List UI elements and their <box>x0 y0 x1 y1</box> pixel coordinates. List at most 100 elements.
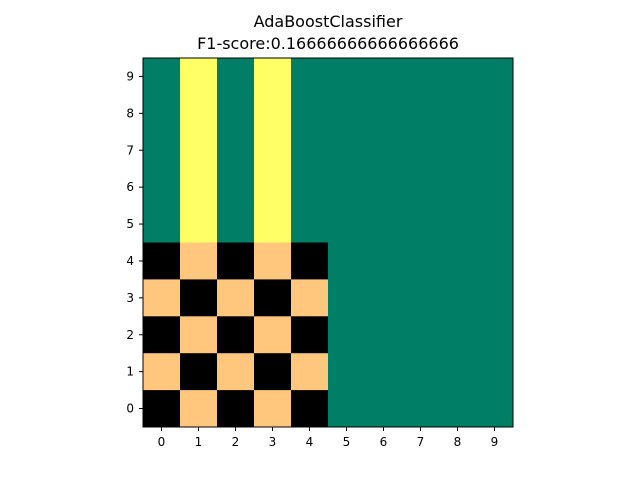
y-tick-label: 5 <box>126 217 134 231</box>
heatmap-cell <box>439 205 477 243</box>
heatmap-cell <box>143 279 181 317</box>
heatmap-cell <box>254 353 292 391</box>
heatmap-cell <box>217 353 255 391</box>
heatmap-cell <box>254 279 292 317</box>
plot-frame <box>142 57 514 428</box>
heatmap-cell <box>143 94 181 133</box>
heatmap-cell <box>365 242 403 280</box>
heatmap-cell <box>180 168 218 206</box>
y-tick-label: 2 <box>126 328 134 342</box>
heatmap-cell <box>365 168 403 206</box>
heatmap-cell <box>180 131 218 170</box>
heatmap-cell <box>328 205 366 243</box>
heatmap-cell <box>180 94 218 133</box>
heatmap-cell <box>365 316 403 354</box>
heatmap-cell <box>439 58 477 96</box>
heatmap-cell <box>291 58 329 96</box>
heatmap-cell <box>217 205 255 243</box>
heatmap-cell <box>143 242 181 280</box>
heatmap-cell <box>143 316 181 354</box>
heatmap-cell <box>217 316 255 354</box>
x-tick-label: 4 <box>306 435 314 449</box>
heatmap-cell <box>439 279 477 317</box>
x-tick-label: 6 <box>380 435 388 449</box>
heatmap-cell <box>328 242 366 280</box>
heatmap-cell <box>254 131 292 170</box>
heatmap-cell <box>254 205 292 243</box>
heatmap-cell <box>365 205 403 243</box>
heatmap-cell <box>402 390 440 428</box>
y-tick-label: 6 <box>126 180 134 194</box>
heatmap-cell <box>439 390 477 428</box>
y-tick-label: 9 <box>126 69 134 83</box>
heatmap-cell <box>291 168 329 206</box>
heatmap-cell <box>439 353 477 391</box>
heatmap-cell <box>143 205 181 243</box>
heatmap-cell <box>402 58 440 96</box>
heatmap-cell <box>439 168 477 206</box>
heatmap-cell <box>254 242 292 280</box>
heatmap-cell <box>439 131 477 170</box>
heatmap-cell <box>476 242 514 280</box>
heatmap-cell <box>476 58 514 96</box>
heatmap-cell <box>254 58 292 96</box>
heatmap-cell <box>180 316 218 354</box>
heatmap-cell <box>217 58 255 96</box>
heatmap-cell <box>180 390 218 428</box>
heatmap-cell <box>439 316 477 354</box>
heatmap-cell <box>439 94 477 133</box>
y-tick-label: 8 <box>126 106 134 120</box>
heatmap-cell <box>143 58 181 96</box>
heatmap-cell <box>180 353 218 391</box>
heatmap-cell <box>402 205 440 243</box>
heatmap-cell <box>180 279 218 317</box>
heatmap-cell <box>476 316 514 354</box>
heatmap-cell <box>291 279 329 317</box>
heatmap-cell <box>180 242 218 280</box>
x-tick-label: 2 <box>232 435 240 449</box>
heatmap-cell <box>402 279 440 317</box>
heatmap-cell <box>328 94 366 133</box>
heatmap-cell <box>180 205 218 243</box>
heatmap-cell <box>217 131 255 170</box>
y-tick-label: 1 <box>126 365 134 379</box>
heatmap-cell <box>254 94 292 133</box>
heatmap-cell <box>291 242 329 280</box>
heatmap-cell <box>365 131 403 170</box>
heatmap-cell <box>476 131 514 170</box>
heatmap-cell <box>254 168 292 206</box>
heatmap-cell <box>254 390 292 428</box>
heatmap-cell <box>291 316 329 354</box>
heatmap-cell <box>365 279 403 317</box>
heatmap-cell <box>143 353 181 391</box>
x-tick-label: 7 <box>417 435 425 449</box>
heatmap-cell <box>476 279 514 317</box>
x-tick-label: 0 <box>158 435 166 449</box>
chart-subtitle: F1-score:0.16666666666666666 <box>197 34 459 53</box>
heatmap-cell <box>328 131 366 170</box>
heatmap-cell <box>402 94 440 133</box>
y-axis: 0 1 2 3 4 5 6 7 8 9 <box>126 69 143 416</box>
heatmap-cell <box>402 168 440 206</box>
heatmap-cell <box>328 390 366 428</box>
heatmap-cell <box>291 205 329 243</box>
heatmap-cell <box>217 242 255 280</box>
y-tick-label: 3 <box>126 291 134 305</box>
x-tick-label: 9 <box>491 435 499 449</box>
x-tick-label: 3 <box>269 435 277 449</box>
heatmap-cell <box>476 94 514 133</box>
x-tick-label: 1 <box>195 435 203 449</box>
heatmap-cell <box>402 131 440 170</box>
heatmap-cell <box>476 205 514 243</box>
heatmap-cell <box>254 316 292 354</box>
heatmap-cell <box>328 353 366 391</box>
heatmap-cells <box>143 58 514 428</box>
heatmap-cell <box>291 94 329 133</box>
heatmap-cell <box>402 353 440 391</box>
x-tick-label: 8 <box>454 435 462 449</box>
heatmap-cell <box>143 168 181 206</box>
heatmap-cell <box>476 390 514 428</box>
heatmap-cell <box>365 390 403 428</box>
x-axis: 0 1 2 3 4 5 6 7 8 9 <box>158 427 499 449</box>
